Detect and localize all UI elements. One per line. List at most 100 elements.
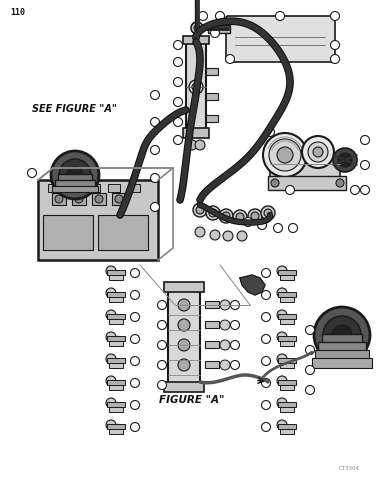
Bar xyxy=(107,380,125,385)
Circle shape xyxy=(338,153,352,167)
Circle shape xyxy=(174,136,183,144)
Circle shape xyxy=(277,288,287,298)
Circle shape xyxy=(351,186,360,194)
Bar xyxy=(268,176,346,190)
Bar xyxy=(318,342,366,352)
Bar xyxy=(92,193,106,205)
Bar xyxy=(205,341,219,348)
Polygon shape xyxy=(240,275,265,295)
Circle shape xyxy=(196,206,204,214)
Bar xyxy=(183,36,209,44)
Bar xyxy=(109,429,123,434)
Bar xyxy=(109,319,123,324)
Circle shape xyxy=(275,12,284,20)
Circle shape xyxy=(106,354,116,364)
Circle shape xyxy=(220,320,230,330)
Circle shape xyxy=(106,310,116,320)
Bar xyxy=(38,180,158,260)
Circle shape xyxy=(264,209,272,217)
Bar xyxy=(128,184,140,192)
Circle shape xyxy=(251,212,259,220)
Circle shape xyxy=(360,136,369,144)
Bar xyxy=(107,358,125,363)
Bar xyxy=(280,319,294,324)
Circle shape xyxy=(262,400,271,409)
Bar xyxy=(109,363,123,368)
Circle shape xyxy=(277,310,287,320)
Bar xyxy=(278,336,296,341)
Circle shape xyxy=(230,300,239,310)
Circle shape xyxy=(194,25,200,31)
Circle shape xyxy=(55,195,63,203)
Circle shape xyxy=(106,288,116,298)
Circle shape xyxy=(131,422,140,432)
Text: 110: 110 xyxy=(10,8,25,17)
Bar xyxy=(109,407,123,412)
Circle shape xyxy=(332,325,352,345)
Bar xyxy=(315,350,369,360)
Circle shape xyxy=(237,231,247,241)
Circle shape xyxy=(174,118,183,126)
Bar xyxy=(72,193,86,205)
Circle shape xyxy=(262,268,271,278)
Bar xyxy=(278,380,296,385)
Bar xyxy=(278,292,296,297)
Circle shape xyxy=(191,22,203,34)
Circle shape xyxy=(209,209,217,217)
Text: CT3304: CT3304 xyxy=(339,466,360,471)
Circle shape xyxy=(262,356,271,366)
Bar xyxy=(280,297,294,302)
Circle shape xyxy=(158,340,167,349)
Circle shape xyxy=(158,380,167,390)
Circle shape xyxy=(330,12,340,20)
Circle shape xyxy=(131,334,140,344)
Bar xyxy=(48,184,60,192)
Circle shape xyxy=(193,203,207,217)
Circle shape xyxy=(305,326,314,334)
Bar xyxy=(278,358,296,363)
Circle shape xyxy=(178,319,190,331)
Text: FIGURE "A": FIGURE "A" xyxy=(159,395,225,405)
Bar xyxy=(270,158,340,180)
Circle shape xyxy=(106,376,116,386)
Bar xyxy=(107,402,125,407)
Circle shape xyxy=(115,195,123,203)
Bar xyxy=(107,424,125,429)
Bar xyxy=(205,361,219,368)
Bar xyxy=(206,68,218,75)
Circle shape xyxy=(277,398,287,408)
Bar xyxy=(280,385,294,390)
Circle shape xyxy=(187,140,197,150)
Circle shape xyxy=(211,28,220,38)
Circle shape xyxy=(151,146,160,154)
Circle shape xyxy=(131,312,140,322)
Circle shape xyxy=(263,133,307,177)
Bar xyxy=(108,184,120,192)
Circle shape xyxy=(305,386,314,394)
Circle shape xyxy=(333,148,357,172)
Bar xyxy=(112,193,126,205)
Circle shape xyxy=(289,224,298,232)
Circle shape xyxy=(174,40,183,50)
Circle shape xyxy=(174,78,183,86)
Circle shape xyxy=(220,340,230,350)
Circle shape xyxy=(305,366,314,374)
Bar xyxy=(107,292,125,297)
Circle shape xyxy=(151,202,160,211)
Circle shape xyxy=(210,230,220,240)
Bar xyxy=(107,336,125,341)
Text: SEE FIGURE "A": SEE FIGURE "A" xyxy=(32,104,117,114)
Circle shape xyxy=(233,210,247,224)
Circle shape xyxy=(189,80,203,94)
Bar xyxy=(208,25,218,33)
Bar xyxy=(68,184,80,192)
Circle shape xyxy=(225,54,234,64)
Circle shape xyxy=(131,290,140,300)
Bar xyxy=(278,270,296,275)
Bar xyxy=(280,429,294,434)
Circle shape xyxy=(262,290,271,300)
Circle shape xyxy=(330,40,340,50)
Bar xyxy=(107,270,125,275)
Circle shape xyxy=(174,98,183,106)
Circle shape xyxy=(313,147,323,157)
